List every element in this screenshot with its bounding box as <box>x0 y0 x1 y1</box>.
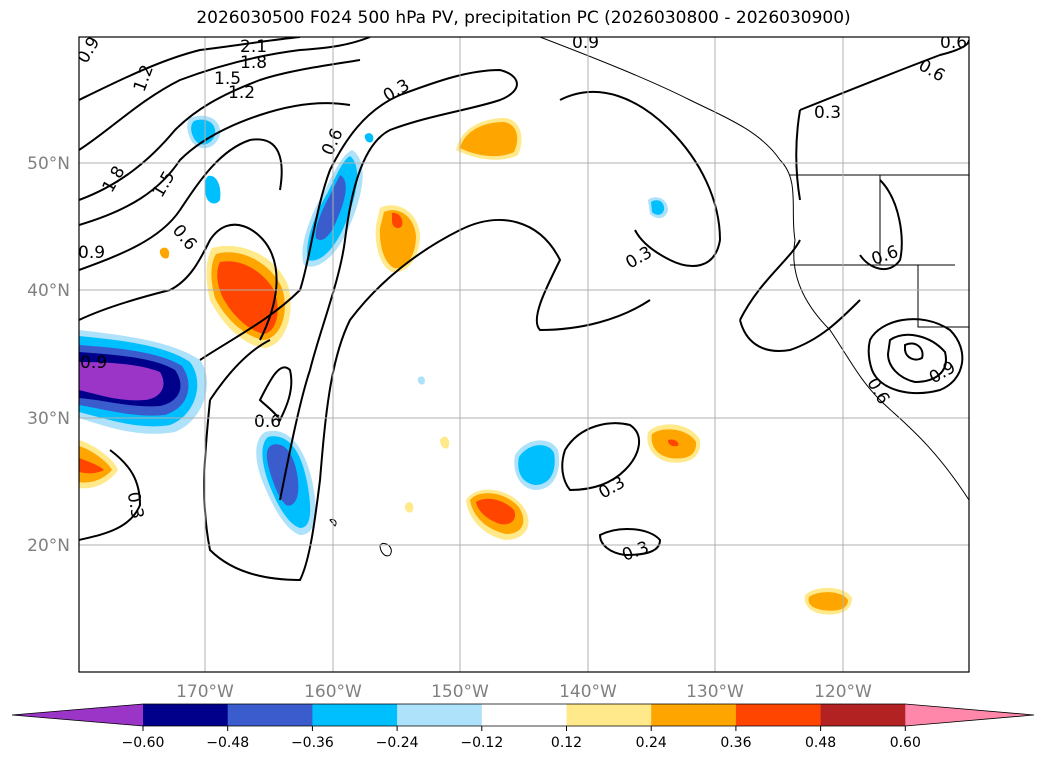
pv-contour <box>79 59 361 201</box>
lon-label-150w: 150°W <box>431 682 489 702</box>
contour-label: 1.2 <box>228 83 255 103</box>
contour-label: 1.5 <box>214 69 241 89</box>
pv-contour <box>199 68 518 501</box>
pv-contour <box>886 333 947 384</box>
pv-contour <box>79 223 278 341</box>
lat-label-50n: 50°N <box>27 154 70 174</box>
pv-contour <box>79 37 371 151</box>
colorbar-segment <box>312 704 398 726</box>
lon-label-120w: 120°W <box>814 682 872 702</box>
pv-contour <box>79 37 301 101</box>
colorbar-segment <box>566 704 652 726</box>
pv-contour <box>559 91 722 267</box>
colorbar-tick-label: −0.36 <box>291 735 334 751</box>
map-title: 2026030500 F024 500 hPa PV, precipitatio… <box>196 8 851 28</box>
colorbar-segment <box>227 704 313 726</box>
colorbar-segment <box>397 704 483 726</box>
contour-label: 0.3 <box>123 490 147 520</box>
contour-label: 0.9 <box>78 243 105 263</box>
pv-contour <box>795 109 801 201</box>
graticule <box>79 37 969 672</box>
lon-label-170w: 170°W <box>176 682 234 702</box>
colorbar-extend-min <box>12 704 143 726</box>
pv-contour <box>203 219 651 582</box>
colorbar-tick-label: −0.60 <box>122 735 165 751</box>
contour-label: 0.9 <box>572 33 599 53</box>
plot-border <box>78 36 970 673</box>
colorbar-segment <box>735 704 822 726</box>
colorbar-tick-label: 0.12 <box>551 735 582 751</box>
pv-contour <box>799 39 969 111</box>
lat-label-20n: 20°N <box>27 536 70 556</box>
contour-label: 2.1 <box>240 37 267 57</box>
pv-contour <box>79 102 351 226</box>
contour-label: 0.3 <box>814 103 841 123</box>
colorbar-extend-max <box>905 704 1034 726</box>
colorbar-tick-label: −0.48 <box>206 735 249 751</box>
colorbar-segment <box>481 704 567 726</box>
colorbar-tick-label: 0.36 <box>720 735 751 751</box>
contour-label: 1.8 <box>240 53 267 73</box>
pv-contour <box>209 339 271 401</box>
lon-label-130w: 130°W <box>686 682 744 702</box>
colorbar-tick-label: 0.48 <box>805 735 836 751</box>
colorbar: −0.60 −0.48 −0.36 −0.24 −0.12 0.12 0.24 0.36 0.4… <box>11 703 1035 751</box>
pv-contour <box>867 318 964 394</box>
colorbar-tick-label: −0.12 <box>460 735 503 751</box>
pv-contour <box>859 179 903 270</box>
longitude-axis: 170°W 160°W 150°W 140°W 130°W 120°W <box>176 682 872 702</box>
lat-label-30n: 30°N <box>27 409 70 429</box>
colorbar-tick-label: 0.24 <box>636 735 667 751</box>
colorbar-segment <box>820 704 906 726</box>
contour-label: 0.9 <box>80 353 107 373</box>
contour-label: 0.6 <box>940 33 967 53</box>
pv-contour <box>258 366 293 423</box>
pv-contour <box>904 342 924 361</box>
contour-label: 0.6 <box>254 412 281 432</box>
precip-shading <box>79 115 852 615</box>
pv-contours <box>79 37 969 582</box>
latitude-axis: 50°N 40°N 30°N 20°N <box>27 154 70 556</box>
lon-label-140w: 140°W <box>559 682 617 702</box>
pv-contour <box>598 528 662 557</box>
pv-contour <box>79 449 142 541</box>
pv-contour <box>561 422 640 492</box>
colorbar-tick-label: −0.24 <box>376 735 419 751</box>
colorbar-tick-label: 0.60 <box>890 735 921 751</box>
colorbar-segment <box>651 704 737 726</box>
colorbar-segment <box>143 704 229 726</box>
coastlines <box>329 37 969 557</box>
lon-label-160w: 160°W <box>304 682 362 702</box>
lat-label-40n: 40°N <box>27 281 70 301</box>
plot-area <box>79 37 969 672</box>
